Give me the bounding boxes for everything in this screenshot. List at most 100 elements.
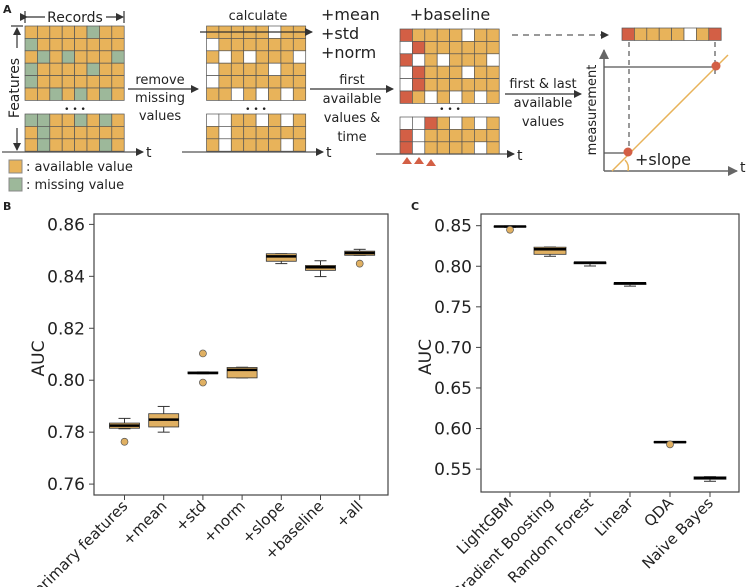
grid-cell	[436, 90, 450, 104]
grid-cell	[436, 65, 450, 79]
grid-cell	[49, 87, 63, 101]
grid-cell	[206, 62, 220, 76]
calc-feature-norm: +norm	[321, 43, 376, 62]
measurement-label: measurement	[585, 65, 600, 156]
calc-feature-std: +std	[321, 24, 359, 43]
grid-cell	[99, 50, 113, 64]
grid-cell	[218, 138, 232, 152]
raw-grid-upper	[24, 25, 125, 101]
grid-cell	[436, 141, 450, 155]
box-slope	[265, 253, 297, 265]
ellipsis: • • •	[64, 105, 86, 115]
grid-cell	[461, 28, 475, 42]
box-primary-features	[109, 417, 140, 446]
grid-cell	[292, 50, 307, 64]
grid-cell	[86, 87, 100, 101]
grid-cell	[86, 138, 100, 152]
baseline-label: +baseline	[410, 5, 490, 24]
grid-cell	[230, 126, 245, 140]
grid-cell	[461, 78, 475, 92]
grid-cell	[86, 62, 100, 76]
grid-cell	[424, 41, 438, 55]
step1-text: missing	[135, 91, 185, 106]
grid-cell	[243, 87, 257, 101]
grid-cell	[37, 38, 51, 52]
grid-cell	[230, 138, 245, 152]
step2-text: first	[339, 73, 364, 88]
grid-cell	[61, 38, 75, 52]
grid-cell	[243, 138, 257, 152]
calc-feature-mean: +mean	[321, 5, 380, 24]
grid-cell	[49, 50, 63, 64]
grid-cell	[436, 116, 450, 130]
raw-grid-lower	[24, 113, 125, 152]
grid-cell	[424, 129, 438, 143]
grid-cell	[86, 113, 100, 127]
step2-text: available	[323, 92, 382, 107]
grid-cell	[206, 87, 220, 101]
calculate-label: calculate	[229, 9, 288, 24]
grid-cell	[646, 27, 660, 41]
grid-cell	[399, 78, 413, 92]
grid-cell	[37, 113, 51, 127]
grid-cell	[230, 62, 245, 76]
grid-cell	[37, 62, 51, 76]
data-grids	[24, 25, 722, 155]
outlier-point	[355, 259, 364, 268]
x-tick-label: Naive Bayes	[638, 494, 717, 573]
grid-cell	[486, 141, 500, 155]
grid-cell	[399, 28, 413, 42]
box-iqr	[226, 367, 258, 379]
grid-cell	[111, 138, 125, 152]
grid-cell	[486, 65, 500, 79]
legend-missing-label: : missing value	[26, 178, 124, 193]
y-tick-label: 0.55	[434, 460, 472, 480]
grid-cell	[24, 38, 38, 52]
grid-cell	[268, 113, 282, 127]
y-tick-label: 0.75	[434, 298, 472, 318]
grid-cell	[449, 28, 463, 42]
grid-cell	[449, 53, 463, 67]
grid-cell	[206, 38, 220, 52]
grid-cell	[449, 90, 463, 104]
grid-cell	[218, 113, 232, 127]
grid-cell	[696, 27, 710, 41]
y-tick-label: 0.70	[434, 338, 472, 358]
outlier-point	[199, 378, 207, 387]
grid-cell	[449, 116, 463, 130]
y-tick-label: 0.80	[434, 257, 472, 277]
x-tick-label: Linear	[591, 494, 637, 540]
grid-cell	[255, 50, 269, 64]
grid-cell	[621, 27, 635, 41]
grid-cell	[61, 113, 75, 127]
clean-grid-lower	[206, 113, 307, 152]
grid-cell	[486, 90, 500, 104]
grid-cell	[111, 25, 125, 39]
grid-cell	[255, 126, 269, 140]
grid-cell	[449, 78, 463, 92]
y-tick-label: 0.65	[434, 379, 472, 399]
step2-text: values &	[324, 111, 381, 126]
grid-cell	[61, 126, 75, 140]
grid-cell	[671, 27, 685, 41]
x-tick-label: primary features	[30, 497, 132, 587]
grid-cell	[292, 126, 307, 140]
grid-cell	[486, 28, 500, 42]
grid-cell	[74, 138, 88, 152]
grid-cell	[111, 113, 125, 127]
box-lightgbm	[493, 225, 527, 234]
grid-cell	[474, 53, 488, 67]
y-tick-label: 0.78	[47, 423, 85, 443]
grid-cell	[74, 87, 88, 101]
grid-cell	[49, 138, 63, 152]
grid-cell	[461, 129, 475, 143]
time-axis-label: t	[146, 145, 152, 161]
grid-cell	[99, 87, 113, 101]
grid-cell	[424, 141, 438, 155]
grid-cell	[111, 87, 125, 101]
grid-cell	[474, 41, 488, 55]
grid-cell	[37, 87, 51, 101]
grid-cell	[436, 41, 450, 55]
grid-cell	[474, 78, 488, 92]
grid-cell	[243, 113, 257, 127]
